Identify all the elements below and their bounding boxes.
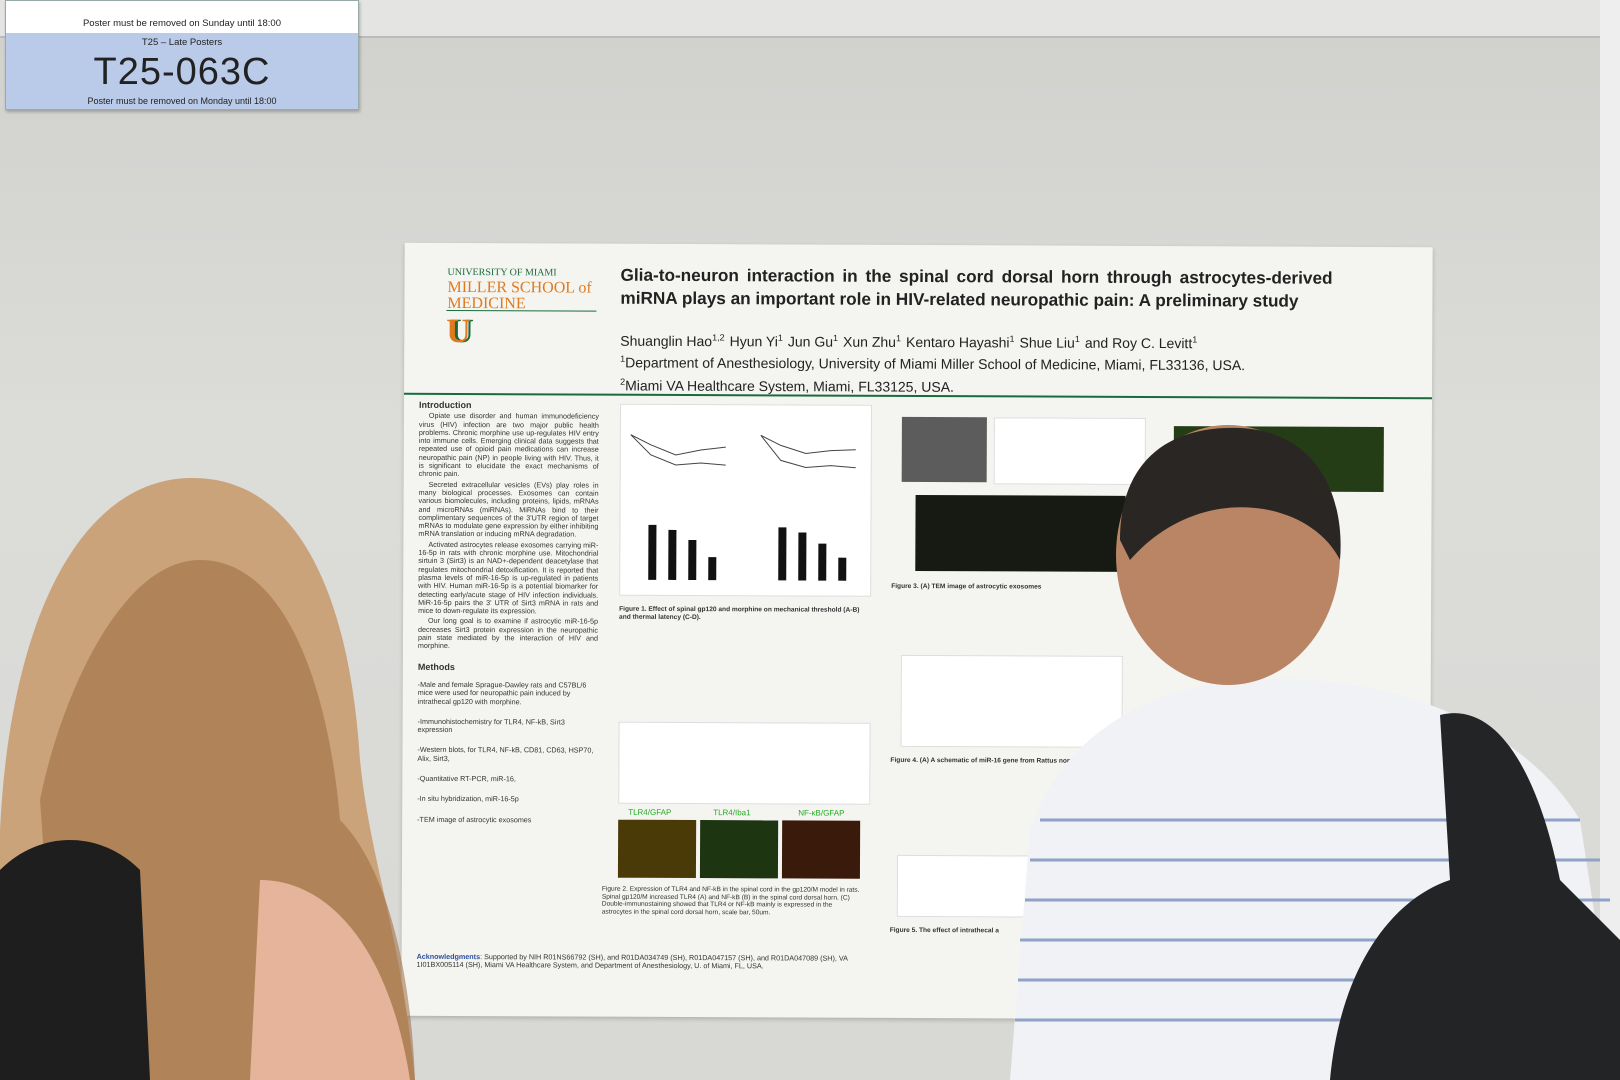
plot-bar	[648, 524, 657, 580]
plot-bar	[668, 529, 677, 580]
plot-line	[760, 435, 856, 469]
plot-bar	[688, 540, 697, 581]
figure-1-plots	[630, 434, 856, 581]
sign-session: T25 – Late Posters	[141, 37, 223, 48]
plot-bar	[778, 527, 787, 581]
shirt-stripes	[1015, 818, 1620, 1022]
figure-1-panels	[619, 403, 872, 597]
visitor-shoulder	[250, 880, 410, 1080]
poster-number-sign: Poster must be removed on Sunday until 1…	[5, 0, 359, 110]
poster: UNIVERSITY OF MIAMI MILLER SCHOOL of MED…	[401, 242, 1433, 1021]
sign-band	[6, 33, 358, 109]
backpack-strap	[0, 840, 150, 1080]
sign-bottom-notice: Poster must be removed on Monday until 1…	[87, 96, 277, 106]
plot-line	[630, 434, 726, 456]
plot-bar	[818, 543, 827, 581]
plot-bar	[838, 557, 847, 581]
plot-bar	[798, 532, 807, 581]
sign-code: T25-063C	[93, 51, 271, 93]
visitor-hair-short	[1120, 427, 1341, 560]
plot-line	[630, 434, 726, 466]
wall-edge	[1600, 0, 1620, 1080]
sign-top-notice: Poster must be removed on Sunday until 1…	[82, 18, 282, 29]
plot-line	[760, 434, 856, 455]
plot-bar	[708, 557, 717, 581]
visitor-backpack	[1330, 713, 1620, 1080]
